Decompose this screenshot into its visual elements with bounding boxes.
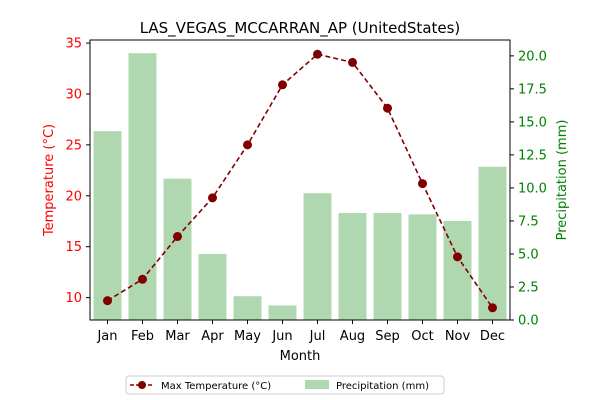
- bar-jul: [303, 193, 332, 320]
- bar-sep: [373, 213, 402, 320]
- x-tick-label: Jan: [96, 329, 117, 344]
- bar-jun: [268, 305, 297, 320]
- temperature-line: [103, 49, 497, 313]
- point-nov: [453, 252, 462, 262]
- right-tick-label: 17.5: [518, 82, 547, 97]
- x-tick-label: Apr: [201, 329, 224, 344]
- left-axis-label: Temperature (°C): [42, 124, 57, 237]
- left-tick-label: 15: [65, 240, 82, 255]
- x-tick-label: May: [234, 329, 261, 344]
- bar-may: [233, 296, 262, 320]
- right-tick-label: 7.5: [518, 214, 539, 229]
- right-tick-label: 2.5: [518, 280, 539, 295]
- legend-label-precipitation: Precipitation (mm): [336, 381, 429, 392]
- x-tick-label: Feb: [131, 329, 154, 344]
- left-tick-label: 25: [65, 138, 82, 153]
- point-aug: [348, 57, 357, 67]
- point-may: [243, 140, 252, 150]
- bar-mar: [163, 178, 192, 320]
- point-jan: [103, 296, 112, 306]
- x-axis-ticks: Jan Feb Mar Apr May Jun Jul Aug Sep Oct Nov Dec: [96, 320, 505, 344]
- legend-line-marker: [138, 381, 146, 389]
- legend-label-temperature: Max Temperature (°C): [161, 381, 271, 392]
- temperature-series-line: [107, 53, 494, 309]
- x-tick-label: Jul: [309, 329, 326, 344]
- chart-title: LAS_VEGAS_MCCARRAN_AP (UnitedStates): [140, 19, 461, 38]
- left-tick-label: 35: [65, 37, 82, 52]
- precipitation-bars: [93, 53, 507, 320]
- right-tick-label: 20.0: [518, 49, 547, 64]
- plot-frame: [89, 39, 511, 321]
- x-tick-label: Mar: [165, 329, 190, 344]
- right-tick-label: 10.0: [518, 181, 547, 196]
- x-axis-label: Month: [280, 349, 321, 364]
- right-tick-label: 12.5: [518, 148, 547, 163]
- legend-frame: [125, 375, 445, 395]
- point-dec: [488, 303, 497, 313]
- x-tick-label: Sep: [375, 329, 400, 344]
- x-tick-label: Aug: [340, 329, 365, 344]
- point-feb: [138, 274, 147, 284]
- point-mar: [173, 232, 182, 242]
- point-jun: [278, 80, 287, 90]
- left-tick-label: 30: [65, 87, 82, 102]
- bar-oct: [408, 214, 437, 320]
- bar-jan: [93, 131, 122, 320]
- point-oct: [418, 179, 427, 189]
- point-apr: [208, 193, 217, 203]
- x-tick-label: Nov: [445, 329, 471, 344]
- left-axis-ticks: 10 15 20 25 30 35: [65, 37, 90, 306]
- legend: Max Temperature (°C) Precipitation (mm): [125, 375, 445, 395]
- right-axis-ticks: 0.0 2.5 5.0 7.5 10.0 12.5 15.0 17.5 20.0: [510, 49, 547, 329]
- point-sep: [383, 103, 392, 113]
- bar-apr: [198, 253, 227, 320]
- right-tick-label: 5.0: [518, 247, 539, 262]
- right-tick-label: 0.0: [518, 314, 539, 329]
- right-axis-label: Precipitation (mm): [555, 120, 570, 241]
- bar-aug: [338, 213, 367, 320]
- right-tick-label: 15.0: [518, 115, 547, 130]
- x-tick-label: Dec: [480, 329, 505, 344]
- x-tick-label: Jun: [271, 329, 292, 344]
- x-tick-label: Oct: [411, 329, 433, 344]
- point-jul: [313, 49, 322, 59]
- legend-bar-swatch: [305, 380, 329, 389]
- left-tick-label: 10: [65, 291, 82, 306]
- bar-dec: [478, 166, 507, 320]
- left-tick-label: 20: [65, 189, 82, 204]
